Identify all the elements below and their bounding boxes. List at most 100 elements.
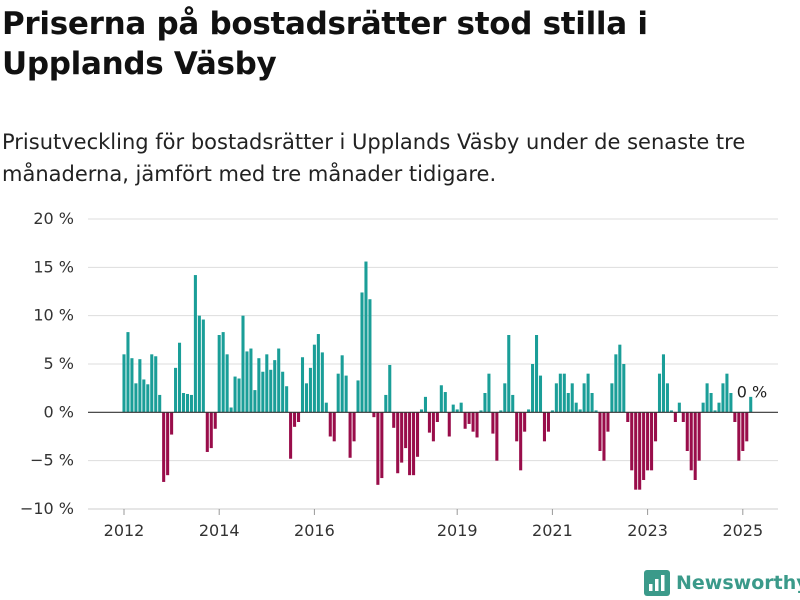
bar [348, 412, 352, 458]
bar [558, 373, 562, 413]
bar [681, 412, 685, 422]
bar [332, 412, 336, 442]
bar [602, 412, 606, 461]
bar [388, 364, 392, 413]
bar [554, 383, 558, 413]
bar [491, 412, 495, 434]
bar [483, 393, 487, 413]
bar [201, 319, 205, 413]
bar [443, 392, 447, 413]
bar [396, 412, 400, 474]
bar [654, 412, 658, 442]
bar [535, 335, 539, 413]
bar [150, 354, 154, 413]
bar [316, 334, 320, 413]
bar [507, 335, 511, 413]
bar [178, 342, 182, 413]
bar [689, 412, 693, 471]
y-tick-label: 20 % [33, 209, 74, 228]
bar [661, 354, 665, 413]
x-tick-label: 2016 [294, 521, 335, 540]
bar [439, 385, 443, 413]
bar [550, 410, 554, 413]
chart-subtitle: Prisutveckling för bostadsrätter i Uppla… [2, 130, 746, 186]
bar [158, 394, 162, 413]
bar [745, 412, 749, 442]
bar [416, 412, 420, 457]
bar [324, 402, 328, 413]
y-tick-label: 10 % [33, 306, 74, 325]
bars-layer [122, 261, 753, 490]
latest-value-annotation: 0 % [737, 382, 767, 401]
bar [352, 412, 356, 442]
bar [257, 358, 261, 413]
bar [304, 383, 308, 413]
bar [423, 396, 427, 413]
bar [590, 393, 594, 413]
bar [253, 390, 257, 413]
bar [289, 412, 293, 459]
bar [138, 359, 142, 413]
bar [300, 357, 305, 413]
bar [344, 375, 348, 413]
bar [570, 383, 574, 413]
bar [531, 364, 535, 413]
bar [598, 412, 602, 451]
bar [400, 412, 404, 463]
bar [233, 376, 237, 413]
axis-layer: −10 % −5 % 0 % 5 % 10 % 15 % 20 % 2012 2014 2016 2… [20, 209, 778, 540]
bar [642, 412, 646, 480]
bar [273, 360, 277, 413]
bar [503, 383, 507, 413]
bar [697, 412, 701, 461]
bar [463, 412, 467, 429]
x-tick-label: 2021 [532, 521, 573, 540]
bar [447, 412, 451, 437]
bar [134, 383, 138, 413]
bar [431, 412, 435, 442]
chart-title: Priserna på bostadsrätter stod stilla i … [2, 6, 648, 82]
y-tick-label: −10 % [20, 499, 74, 518]
bar [229, 407, 233, 413]
bar [241, 315, 245, 413]
bar [586, 373, 590, 413]
bar [685, 412, 689, 451]
bar [709, 393, 713, 413]
bar [285, 386, 289, 413]
bar [459, 402, 463, 413]
bar [213, 412, 217, 429]
bar [197, 315, 201, 413]
bar [634, 412, 638, 490]
bar [523, 412, 527, 432]
bar [392, 412, 396, 428]
bar [677, 402, 681, 413]
y-tick-label: 15 % [33, 257, 74, 276]
bar [705, 383, 709, 413]
bar [511, 394, 515, 413]
bar [181, 393, 186, 413]
bar [515, 412, 519, 442]
x-tick-label: 2012 [104, 521, 145, 540]
bar [265, 354, 269, 413]
bar [495, 412, 499, 461]
newsworthy-logo-icon [644, 570, 670, 596]
bar [467, 412, 471, 424]
bar [384, 394, 388, 413]
bar [499, 410, 503, 413]
bar [669, 410, 673, 413]
bar [701, 402, 705, 413]
bar [729, 393, 733, 413]
x-tick-label: 2019 [437, 521, 478, 540]
bar [356, 380, 360, 413]
bar [269, 369, 273, 413]
bar [320, 352, 324, 413]
bar [154, 356, 158, 413]
bar [193, 275, 197, 413]
bar [364, 261, 368, 413]
bar [435, 412, 439, 422]
bar [328, 412, 332, 437]
bar [372, 412, 376, 418]
newsworthy-logo[interactable]: Newsworthy [644, 570, 800, 596]
bar [336, 373, 340, 413]
bar [614, 354, 618, 413]
